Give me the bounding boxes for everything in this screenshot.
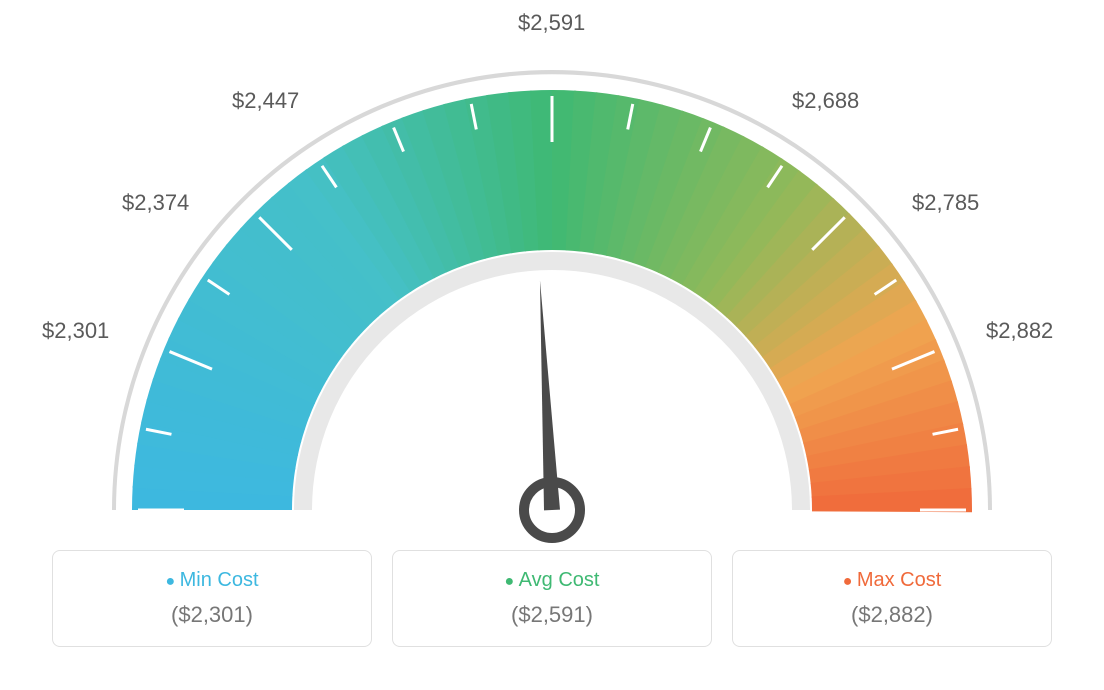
avg-cost-value: ($2,591) — [413, 602, 691, 628]
max-cost-label: Max Cost — [753, 569, 1031, 592]
avg-cost-label: Avg Cost — [413, 569, 691, 592]
min-cost-label: Min Cost — [73, 569, 351, 592]
avg-cost-card: Avg Cost ($2,591) — [392, 550, 712, 647]
summary-cards: Min Cost ($2,301) Avg Cost ($2,591) Max … — [0, 550, 1104, 647]
max-cost-card: Max Cost ($2,882) — [732, 550, 1052, 647]
gauge-tick-label: $2,447 — [232, 88, 299, 114]
gauge-tick-label: $2,301 — [42, 318, 109, 344]
gauge-tick-label: $2,591 — [518, 10, 585, 36]
max-cost-value: ($2,882) — [753, 602, 1031, 628]
gauge-tick-label: $2,374 — [122, 190, 189, 216]
gauge-svg — [0, 0, 1104, 560]
gauge-tick-label: $2,688 — [792, 88, 859, 114]
min-cost-value: ($2,301) — [73, 602, 351, 628]
gauge-chart: $2,301 $2,374 $2,447 $2,591 $2,688 $2,785 $2,8… — [0, 0, 1104, 540]
gauge-tick-label: $2,882 — [986, 318, 1053, 344]
min-cost-card: Min Cost ($2,301) — [52, 550, 372, 647]
gauge-tick-label: $2,785 — [912, 190, 979, 216]
